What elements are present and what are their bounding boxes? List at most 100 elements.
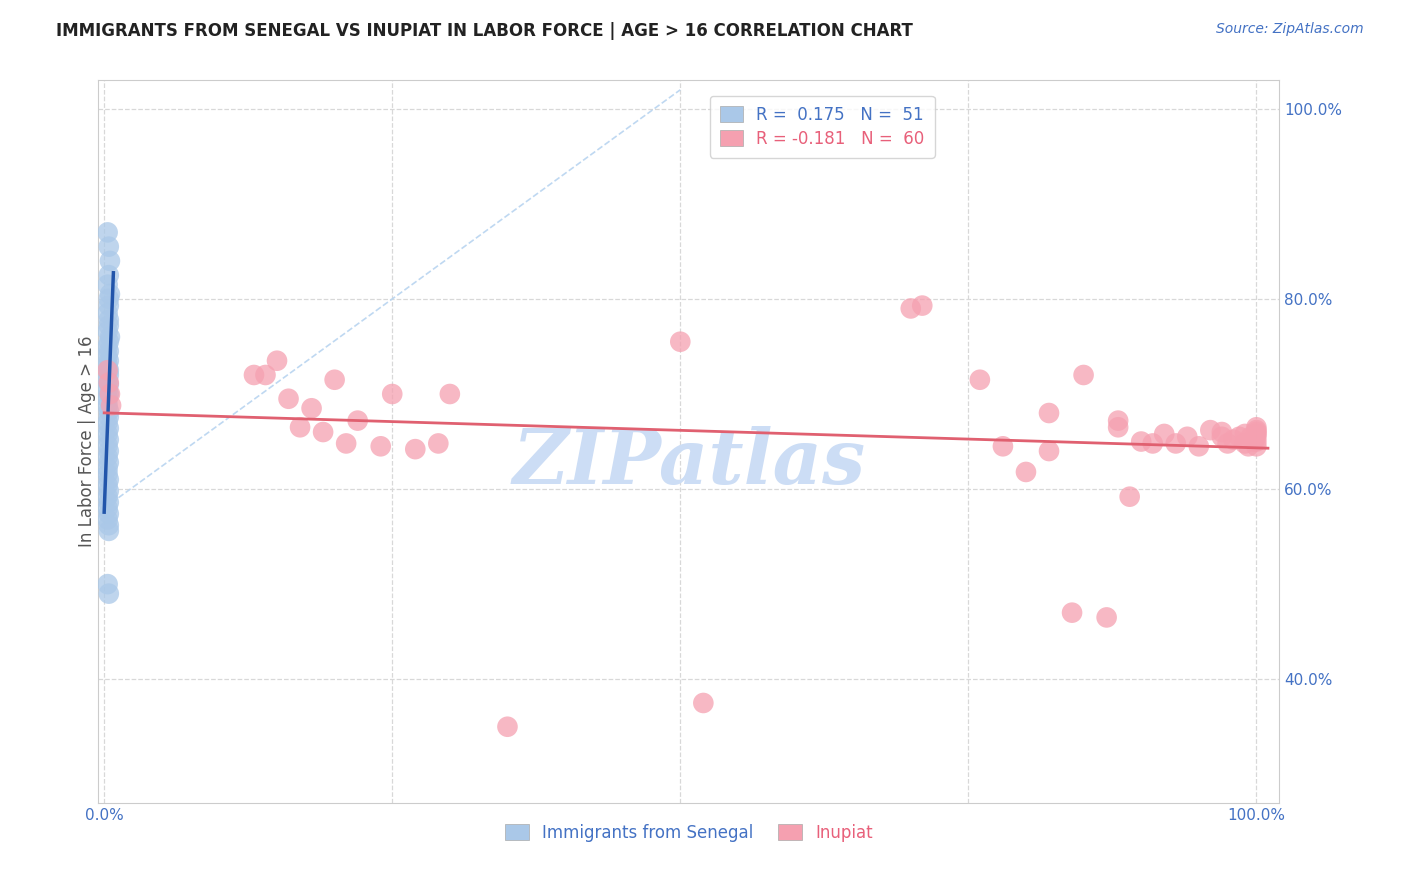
Point [97, 416, 120, 430]
Point [1142, 436, 1164, 450]
Point [97, 339, 120, 353]
Point [1237, 439, 1260, 453]
Y-axis label: In Labor Force | Age > 16: In Labor Force | Age > 16 [79, 335, 96, 548]
Point [97, 450, 120, 464]
Point [381, 387, 404, 401]
Point [97, 376, 120, 390]
Point [1246, 426, 1268, 441]
Point [97, 277, 120, 292]
Point [97, 363, 120, 377]
Point [1246, 434, 1268, 449]
Text: Source: ZipAtlas.com: Source: ZipAtlas.com [1216, 22, 1364, 37]
Point [97, 324, 120, 338]
Point [1246, 430, 1268, 444]
Point [1175, 430, 1198, 444]
Point [97, 368, 120, 382]
Point [97, 318, 120, 333]
Point [1211, 430, 1233, 444]
Point [991, 439, 1014, 453]
Point [288, 420, 311, 434]
Legend: Immigrants from Senegal, Inupiat: Immigrants from Senegal, Inupiat [499, 817, 879, 848]
Point [100, 398, 122, 412]
Point [496, 720, 519, 734]
Point [1095, 610, 1118, 624]
Point [669, 334, 692, 349]
Point [243, 368, 266, 382]
Point [97, 490, 120, 504]
Point [97, 421, 120, 435]
Point [97, 306, 120, 320]
Point [1107, 414, 1129, 428]
Point [97, 359, 120, 373]
Point [97, 426, 120, 441]
Point [97, 334, 120, 349]
Point [1243, 434, 1265, 449]
Point [97, 226, 120, 240]
Point [98, 387, 121, 401]
Point [97, 577, 120, 591]
Point [97, 240, 120, 254]
Point [97, 501, 120, 516]
Point [97, 507, 120, 521]
Point [98, 287, 121, 301]
Point [1073, 368, 1095, 382]
Point [97, 512, 120, 526]
Point [1216, 436, 1239, 450]
Point [97, 344, 120, 359]
Point [97, 404, 120, 418]
Point [254, 368, 277, 382]
Point [1211, 425, 1233, 439]
Point [1107, 420, 1129, 434]
Point [97, 313, 120, 327]
Point [1118, 490, 1140, 504]
Point [98, 253, 121, 268]
Point [1188, 439, 1211, 453]
Point [1246, 423, 1268, 437]
Point [97, 349, 120, 363]
Point [277, 392, 299, 406]
Point [97, 587, 120, 601]
Point [335, 436, 357, 450]
Point [692, 696, 714, 710]
Point [1246, 420, 1268, 434]
Point [312, 425, 335, 439]
Point [97, 495, 120, 509]
Point [301, 401, 323, 416]
Point [97, 387, 120, 401]
Point [1222, 433, 1244, 447]
Point [1038, 406, 1060, 420]
Point [97, 377, 120, 392]
Point [97, 438, 120, 452]
Point [1246, 439, 1268, 453]
Point [1241, 433, 1264, 447]
Point [370, 439, 392, 453]
Point [97, 467, 120, 481]
Point [97, 409, 120, 424]
Point [97, 518, 120, 533]
Point [427, 436, 450, 450]
Point [97, 299, 120, 313]
Point [1233, 426, 1256, 441]
Point [346, 414, 368, 428]
Point [1233, 436, 1256, 450]
Point [97, 398, 120, 412]
Point [97, 373, 120, 387]
Point [97, 382, 120, 396]
Point [1038, 444, 1060, 458]
Point [1227, 430, 1250, 444]
Point [97, 461, 120, 475]
Point [1130, 434, 1153, 449]
Point [97, 292, 120, 306]
Point [98, 330, 121, 344]
Point [97, 268, 120, 282]
Point [969, 373, 991, 387]
Point [404, 442, 426, 457]
Text: ZIPatlas: ZIPatlas [512, 426, 866, 500]
Point [97, 363, 120, 377]
Point [97, 392, 120, 406]
Point [97, 455, 120, 469]
Point [97, 473, 120, 487]
Point [97, 483, 120, 498]
Point [323, 373, 346, 387]
Point [1060, 606, 1083, 620]
